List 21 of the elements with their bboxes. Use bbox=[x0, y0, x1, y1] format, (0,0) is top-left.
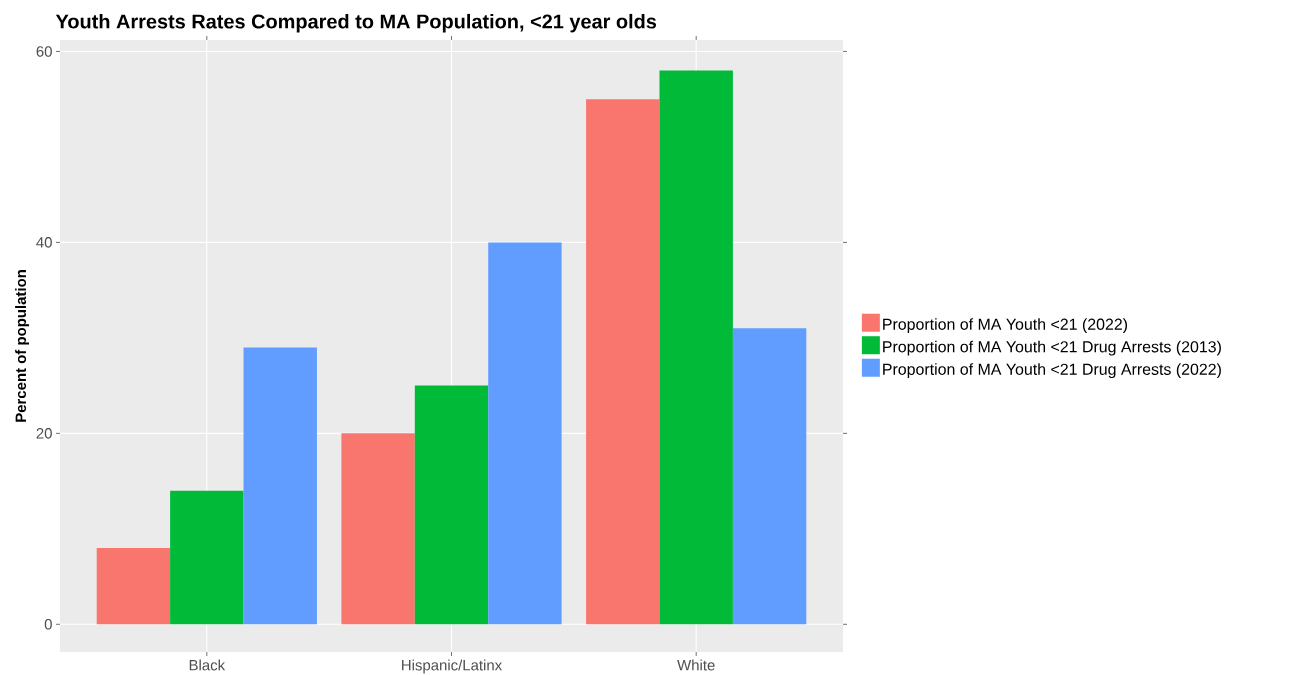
y-axis-title: Percent of population bbox=[15, 270, 30, 422]
legend-label: Proportion of MA Youth <21 (2022) bbox=[883, 318, 1128, 334]
bar bbox=[732, 328, 807, 625]
bar bbox=[96, 547, 171, 625]
bar bbox=[414, 385, 489, 625]
chart-title: Youth Arrests Rates Compared to MA Population, <21 year olds bbox=[55, 13, 657, 33]
x-tick-label: Black bbox=[189, 659, 226, 671]
bar bbox=[341, 433, 415, 625]
bar bbox=[170, 490, 244, 625]
x-tick-label: White bbox=[677, 659, 715, 671]
bar bbox=[586, 99, 660, 625]
legend-label: Proportion of MA Youth <21 Drug Arrests (2013) bbox=[883, 340, 1221, 356]
legend-label: Proportion of MA Youth <21 Drug Arrests (2022) bbox=[883, 363, 1221, 379]
bar bbox=[659, 70, 733, 625]
y-tick-label: 60 bbox=[36, 46, 52, 57]
x-tick-label: Hispanic/Latinx bbox=[402, 659, 502, 674]
bar bbox=[243, 347, 317, 625]
bar bbox=[488, 242, 562, 625]
y-tick-label: 0 bbox=[44, 619, 52, 630]
y-tick-label: 40 bbox=[36, 237, 52, 248]
y-tick-label: 20 bbox=[36, 428, 52, 439]
